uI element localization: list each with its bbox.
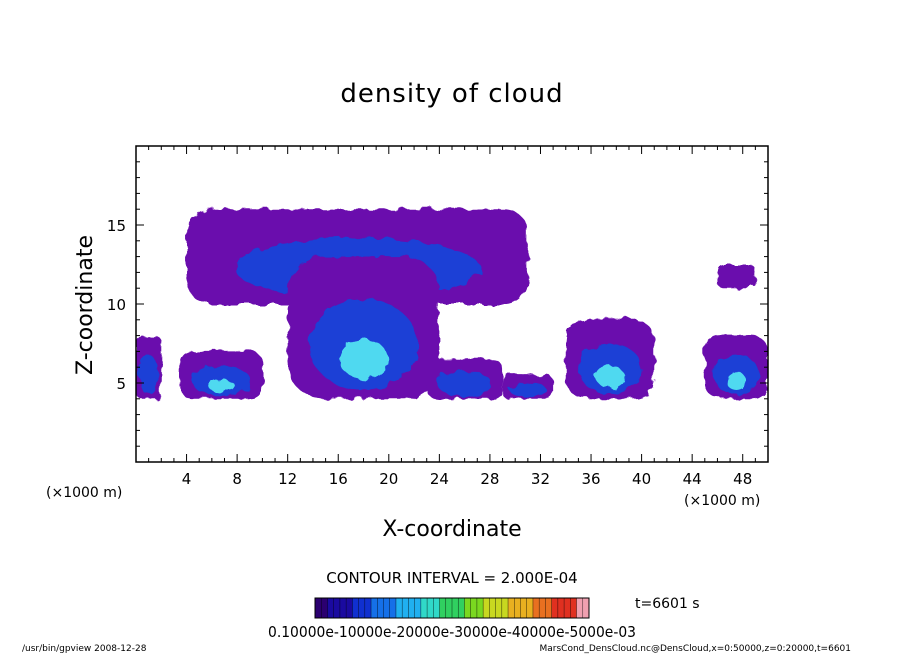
colorbar-swatch [420, 598, 428, 618]
x-tick-label: 28 [480, 470, 499, 488]
colorbar-swatch [358, 598, 366, 618]
colorbar-swatch [557, 598, 565, 618]
colorbar-swatch [483, 598, 490, 618]
y-axis-label: Z-coordinate [73, 235, 98, 375]
contour-interval-text: CONTOUR INTERVAL = 2.000E-04 [326, 569, 577, 587]
colorbar-swatch [501, 598, 509, 618]
colorbar-swatch [414, 598, 422, 618]
colorbar-swatch [321, 598, 328, 618]
cloud-core [595, 365, 625, 388]
colorbar-swatch [395, 598, 403, 618]
colorbar-swatch [539, 598, 546, 618]
cloud-core [726, 372, 747, 390]
cloud-region [717, 264, 756, 289]
colorbar-swatch [458, 598, 465, 618]
colorbar-swatch [508, 598, 515, 618]
colorbar-swatch [364, 598, 372, 618]
chart-title: density of cloud [340, 79, 563, 109]
colorbar-swatch [327, 598, 334, 618]
time-label: t=6601 s [635, 596, 700, 612]
colorbar-swatch [339, 598, 347, 618]
cloud-field [136, 209, 768, 399]
colorbar-swatch [489, 598, 496, 618]
x-unit-label-left: (×1000 m) [46, 485, 122, 501]
x-tick-label: 36 [581, 470, 600, 488]
colorbar-frame [314, 597, 590, 619]
colorbar-swatch [576, 598, 584, 618]
colorbar-swatch [495, 598, 503, 618]
colorbar-swatch [532, 598, 540, 618]
colorbar-swatch [445, 598, 453, 618]
colorbar-swatch [564, 598, 571, 618]
cloud-mid [509, 382, 547, 398]
footer-right: MarsCond_DensCloud.nc@DensCloud,x=0:5000… [540, 644, 852, 654]
cloud-core [339, 339, 388, 379]
x-tick-label: 32 [531, 470, 550, 488]
colorbar-swatch [452, 598, 459, 618]
cloud-region [180, 351, 263, 399]
x-tick-label: 44 [683, 470, 702, 488]
colorbar-swatch [408, 598, 415, 618]
colorbar-swatch [545, 598, 552, 618]
colorbar-swatch [315, 598, 322, 618]
x-tick-label: 4 [182, 470, 192, 488]
x-tick-label: 16 [329, 470, 348, 488]
footer-left: /usr/bin/gpview 2008-12-28 [22, 644, 147, 654]
cloud-outer [717, 264, 756, 289]
y-tick-label: 15 [107, 217, 126, 235]
colorbar-swatch [346, 598, 353, 618]
colorbar-swatch [514, 598, 521, 618]
colorbar-swatch [427, 598, 434, 618]
cloud-mid [139, 354, 158, 396]
colorbar-swatch [464, 598, 471, 618]
colorbar-swatch [526, 598, 534, 618]
colorbar-swatch [470, 598, 478, 618]
colorbar-swatch [551, 598, 559, 618]
cloud-region [502, 375, 554, 399]
colorbar-swatch [333, 598, 341, 618]
x-tick-label: 12 [278, 470, 297, 488]
colorbar-swatch [433, 598, 440, 618]
colorbar-swatch [377, 598, 384, 618]
colorbar-swatch [352, 598, 359, 618]
x-tick-label: 8 [232, 470, 242, 488]
x-unit-label-right: (×1000 m) [684, 493, 760, 509]
y-tick-label: 5 [116, 375, 126, 393]
cloud-core [208, 378, 235, 393]
x-tick-label: 40 [632, 470, 651, 488]
colorbar-swatch [476, 598, 484, 618]
colorbar [314, 598, 590, 618]
x-tick-label: 20 [379, 470, 398, 488]
cloud-mid [437, 371, 492, 397]
colorbar-swatch [582, 598, 590, 618]
x-axis: 4 8 12 16 20 24 28 32 36 40 44 48 [148, 146, 756, 488]
colorbar-swatch [389, 598, 397, 618]
x-tick-label: 24 [430, 470, 449, 488]
x-axis-label: X-coordinate [382, 517, 521, 542]
colorbar-tick-labels: 0.10000e-10000e-20000e-30000e-40000e-500… [268, 623, 636, 641]
colorbar-swatch [383, 598, 391, 618]
colorbar-swatch [570, 598, 577, 618]
cloud-region [565, 319, 655, 399]
y-axis: 5 10 15 [107, 161, 768, 447]
colorbar-swatch [371, 598, 378, 618]
cloud-region [704, 335, 768, 399]
colorbar-swatch [520, 598, 528, 618]
y-tick-label: 10 [107, 296, 126, 314]
colorbar-swatch [439, 598, 447, 618]
x-tick-label: 48 [733, 470, 752, 488]
cloud-region [426, 359, 503, 399]
colorbar-swatch [402, 598, 409, 618]
cloud-region [287, 256, 440, 399]
